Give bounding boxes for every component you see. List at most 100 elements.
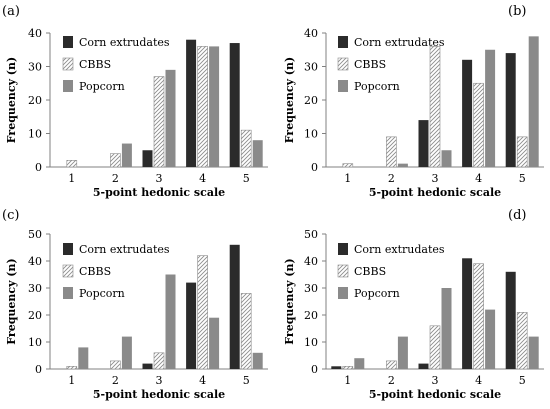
y-axis-title: Frequency (n) xyxy=(283,258,296,344)
bar-corn-3 xyxy=(142,363,153,369)
legend-label-cbbs: CBBS xyxy=(79,265,111,278)
x-tick-label: 5 xyxy=(243,172,250,185)
bar-corn-4 xyxy=(462,59,473,167)
x-axis-title: 5-point hedonic scale xyxy=(369,186,501,199)
x-tick-label: 3 xyxy=(156,172,163,185)
y-tick-label: 40 xyxy=(28,255,42,268)
x-tick-label: 2 xyxy=(112,172,119,185)
bar-corn-4 xyxy=(186,39,197,168)
bar-popcorn-1 xyxy=(354,358,365,369)
bar-cbbs-1 xyxy=(66,365,78,370)
legend-swatch-cbbs xyxy=(62,57,74,71)
legend-label-corn: Corn extrudates xyxy=(354,243,445,256)
bar-cbbs-2 xyxy=(110,153,121,168)
legend-swatch-corn xyxy=(63,243,73,255)
y-tick-label: 20 xyxy=(304,309,318,322)
x-tick-label: 4 xyxy=(475,374,482,387)
y-tick-label: 20 xyxy=(28,94,42,107)
legend-swatch-corn xyxy=(63,36,73,48)
bar-cbbs-5 xyxy=(516,136,528,168)
bar-cbbs-5 xyxy=(240,293,252,370)
legend-label-corn: Corn extrudates xyxy=(79,36,170,49)
legend-c: Corn extrudates CBBS Popcorn xyxy=(62,243,170,300)
x-axis-title: 5-point hedonic scale xyxy=(369,388,501,401)
y-tick-label: 0 xyxy=(35,363,42,376)
x-tick-label: 4 xyxy=(475,172,482,185)
bar-cbbs-1 xyxy=(342,163,354,168)
x-axis-title: 5-point hedonic scale xyxy=(93,186,225,199)
panel-label-b: (b) xyxy=(508,4,526,19)
y-tick-label: 10 xyxy=(304,336,318,349)
bar-cbbs-3 xyxy=(429,46,441,168)
panel-c: (c) 0 10 20 30 40 50 1 2 3 4 5 5-point hedonic scal… xyxy=(2,208,268,401)
x-tick-label: 2 xyxy=(388,374,395,387)
bar-corn-1 xyxy=(331,366,342,369)
legend-swatch-cbbs xyxy=(337,264,349,278)
legend-label-corn: Corn extrudates xyxy=(79,243,170,256)
bar-popcorn-2 xyxy=(397,336,408,369)
panel-label-a: (a) xyxy=(2,4,20,19)
panel-d: (d) 0 10 20 30 40 50 1 2 3 4 5 5-point hedonic scal… xyxy=(283,208,544,401)
bar-cbbs-5 xyxy=(240,129,252,168)
legend-label-cbbs: CBBS xyxy=(354,265,386,278)
bar-cbbs-2 xyxy=(386,136,397,168)
x-tick-label: 5 xyxy=(519,172,526,185)
bar-cbbs-2 xyxy=(110,360,121,370)
bar-cbbs-3 xyxy=(153,352,165,370)
bar-cbbs-2 xyxy=(386,360,397,370)
legend-swatch-popcorn xyxy=(338,287,348,299)
bar-popcorn-4 xyxy=(485,49,496,167)
x-tick-label: 3 xyxy=(432,374,439,387)
panel-label-c: (c) xyxy=(2,208,19,223)
x-tick-label: 3 xyxy=(156,374,163,387)
y-tick-label: 50 xyxy=(304,228,318,241)
bar-cbbs-4 xyxy=(473,263,484,370)
x-tick-label: 1 xyxy=(68,374,75,387)
legend-swatch-corn xyxy=(338,243,348,255)
x-tick-label: 5 xyxy=(243,374,250,387)
plot-d: 0 10 20 30 40 50 1 2 3 4 5 5-point hedonic scale Fre… xyxy=(283,228,544,401)
bar-popcorn-1 xyxy=(78,347,89,369)
x-tick-label: 1 xyxy=(344,374,351,387)
y-tick-label: 10 xyxy=(304,128,318,141)
x-tick-label: 1 xyxy=(344,172,351,185)
panel-label-d: (d) xyxy=(508,208,526,223)
legend-label-popcorn: Popcorn xyxy=(79,80,125,93)
y-axis-title: Frequency (n) xyxy=(283,57,296,143)
x-tick-label: 4 xyxy=(199,172,206,185)
bar-cbbs-3 xyxy=(429,325,441,370)
y-tick-label: 10 xyxy=(28,128,42,141)
x-tick-label: 2 xyxy=(112,374,119,387)
bar-corn-5 xyxy=(505,271,516,369)
legend-swatch-popcorn xyxy=(338,80,348,92)
bar-popcorn-2 xyxy=(121,336,132,369)
legend-label-popcorn: Popcorn xyxy=(354,287,400,300)
bar-popcorn-2 xyxy=(397,163,408,167)
legend-swatch-popcorn xyxy=(63,287,73,299)
y-tick-label: 0 xyxy=(311,363,318,376)
legend-label-popcorn: Popcorn xyxy=(79,287,125,300)
plot-a: 0 10 20 30 40 1 2 3 4 5 5-point hedonic scale Frequ… xyxy=(5,27,268,199)
bar-popcorn-3 xyxy=(441,288,452,369)
y-tick-label: 30 xyxy=(28,282,42,295)
bar-popcorn-4 xyxy=(209,317,220,369)
bar-cbbs-1 xyxy=(342,365,354,370)
bar-popcorn-5 xyxy=(528,336,539,369)
y-axis-title: Frequency (n) xyxy=(5,57,18,143)
bar-popcorn-5 xyxy=(252,352,263,369)
legend-b: Corn extrudates CBBS Popcorn xyxy=(337,36,445,93)
y-tick-label: 30 xyxy=(304,282,318,295)
legend-swatch-corn xyxy=(338,36,348,48)
y-tick-label: 30 xyxy=(304,61,318,74)
x-tick-label: 2 xyxy=(388,172,395,185)
x-tick-label: 5 xyxy=(519,374,526,387)
panel-b: (b) 0 10 20 30 40 1 2 3 4 5 5-point hedonic scale F… xyxy=(283,4,544,199)
legend-swatch-popcorn xyxy=(63,80,73,92)
bar-cbbs-3 xyxy=(153,76,165,168)
plot-b: 0 10 20 30 40 1 2 3 4 5 5-point hedonic scale Frequ… xyxy=(283,27,544,199)
bar-corn-4 xyxy=(186,282,197,369)
bar-cbbs-4 xyxy=(197,255,208,370)
y-tick-label: 20 xyxy=(304,94,318,107)
y-axis-title: Frequency (n) xyxy=(5,258,18,344)
bar-popcorn-5 xyxy=(528,36,539,167)
